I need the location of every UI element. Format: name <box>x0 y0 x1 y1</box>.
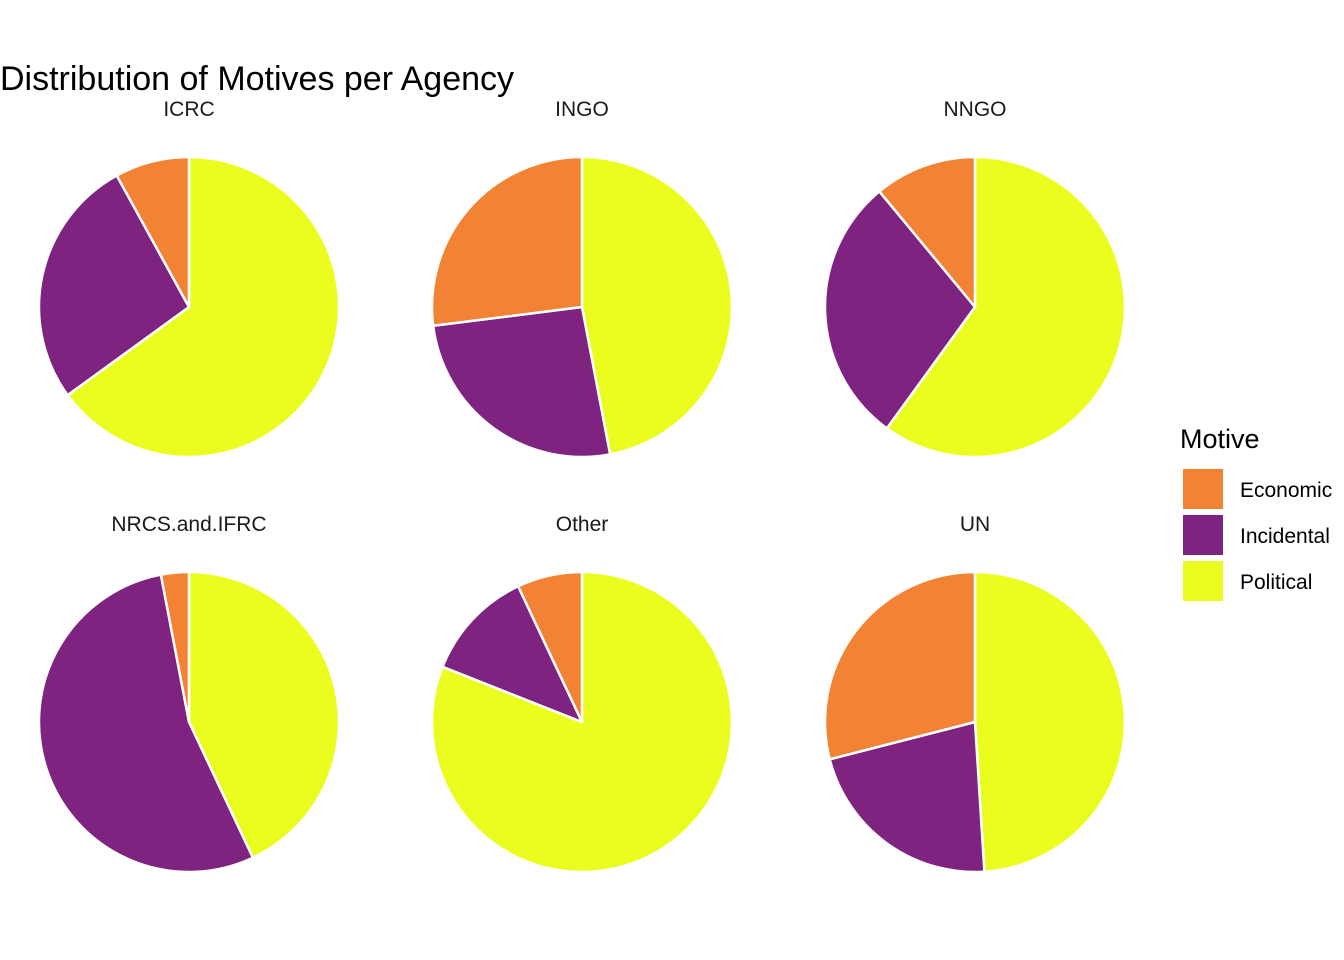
legend-label-political: Political <box>1240 571 1312 594</box>
pie-slice-nrcs-and-ifrc-incidental <box>37 573 255 874</box>
pie-slice-nngo-economic <box>878 155 977 309</box>
pie-nngo <box>823 155 1127 459</box>
facet-title-ingo: INGO <box>555 98 609 121</box>
legend-key-political <box>1183 561 1223 601</box>
pie-slice-un-economic <box>823 570 977 761</box>
facet-other: Other <box>430 513 734 874</box>
legend-title: Motive <box>1180 424 1260 454</box>
facet-nrcs-and-ifrc: NRCS.and.IFRC <box>37 513 341 874</box>
pie-other <box>430 570 734 874</box>
pie-slice-icrc-incidental <box>37 174 191 397</box>
legend-key-incidental <box>1183 515 1223 555</box>
facet-title-un: UN <box>960 513 990 536</box>
pie-slice-ingo-political <box>580 155 734 456</box>
pie-slice-icrc-political <box>66 155 341 459</box>
pie-icrc <box>37 155 341 459</box>
legend: Motive Economic Incidental Political <box>1180 424 1332 601</box>
pie-slice-nrcs-and-ifrc-political <box>187 570 341 859</box>
pie-ingo <box>430 155 734 459</box>
chart-title: Distribution of Motives per Agency <box>0 60 514 98</box>
legend-label-economic: Economic <box>1240 479 1332 502</box>
pie-slice-icrc-economic <box>115 155 191 309</box>
pie-slice-nngo-political <box>885 155 1127 459</box>
legend-item-economic: Economic <box>1183 469 1332 509</box>
pie-slice-other-incidental <box>441 585 584 724</box>
facet-ingo: INGO <box>430 98 734 459</box>
legend-item-political: Political <box>1183 561 1312 601</box>
pie-nrcs-and-ifrc <box>37 570 341 874</box>
facet-un: UN <box>823 513 1127 874</box>
pie-slice-ingo-incidental <box>431 305 612 459</box>
legend-label-incidental: Incidental <box>1240 525 1330 548</box>
facet-title-other: Other <box>556 513 609 536</box>
legend-key-economic <box>1183 469 1223 509</box>
facet-title-nngo: NNGO <box>944 98 1007 121</box>
legend-item-incidental: Incidental <box>1183 515 1330 555</box>
pie-slice-un-incidental <box>828 720 986 874</box>
pie-slice-nngo-incidental <box>823 190 977 430</box>
facet-title-nrcs-and-ifrc: NRCS.and.IFRC <box>111 513 266 536</box>
pie-slice-ingo-economic <box>430 155 584 328</box>
pie-slice-un-political <box>973 570 1127 873</box>
pie-un <box>823 570 1127 874</box>
facet-title-icrc: ICRC <box>163 98 214 121</box>
pie-slice-nrcs-and-ifrc-economic <box>159 570 191 724</box>
facet-nngo: NNGO <box>823 98 1127 459</box>
pie-slice-other-economic <box>516 570 584 724</box>
facet-icrc: ICRC <box>37 98 341 459</box>
